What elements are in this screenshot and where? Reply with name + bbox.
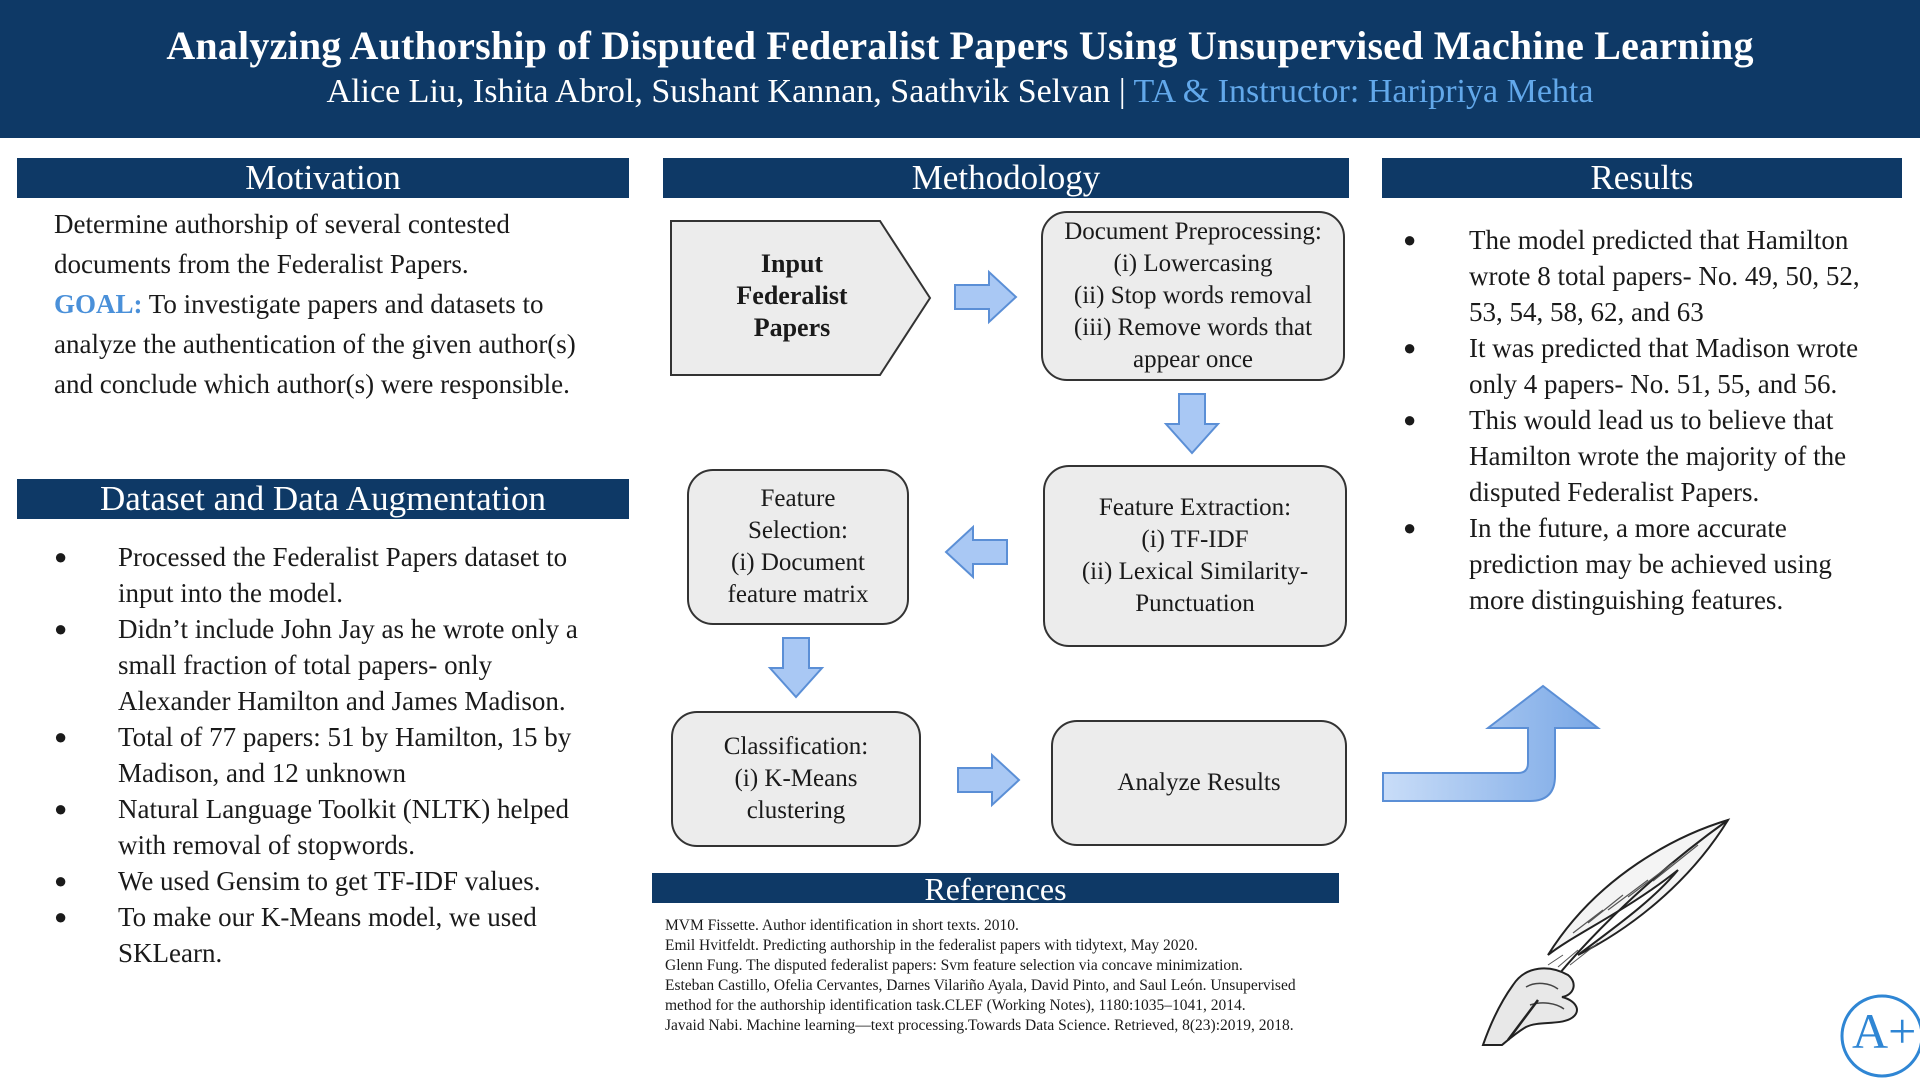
- motivation-text: Determine authorship of several conteste…: [54, 204, 614, 404]
- analyze-node: Analyze Results: [1051, 720, 1347, 846]
- title-banner: Analyzing Authorship of Disputed Federal…: [0, 0, 1920, 138]
- selection-node: Feature Selection: (i) Document feature …: [687, 469, 909, 625]
- list-item: Didn’t include John Jay as he wrote only…: [54, 611, 594, 719]
- author-separator: |: [1110, 73, 1134, 110]
- reference-item: MVM Fissette. Author identification in s…: [665, 917, 1019, 934]
- poster-title: Analyzing Authorship of Disputed Federal…: [166, 23, 1754, 68]
- results-heading: Results: [1382, 158, 1902, 198]
- author-names: Alice Liu, Ishita Abrol, Sushant Kannan,…: [326, 73, 1111, 110]
- methodology-heading: Methodology: [663, 158, 1349, 198]
- motivation-heading: Motivation: [17, 158, 629, 198]
- references-heading: References: [652, 873, 1339, 905]
- reference-item: Glenn Fung. The disputed federalist pape…: [665, 957, 1243, 974]
- node-line: Feature: [760, 485, 836, 512]
- list-item: Natural Language Toolkit (NLTK) helped w…: [54, 791, 594, 863]
- results-bullet-list: The model predicted that Hamilton wrote …: [1403, 222, 1893, 618]
- node-line: (ii) Stop words removal: [1073, 282, 1313, 309]
- dataset-heading: Dataset and Data Augmentation: [17, 479, 629, 519]
- node-line: Punctuation: [1135, 590, 1255, 617]
- list-item: It was predicted that Madison wrote only…: [1403, 330, 1893, 402]
- list-item: To make our K-Means model, we used SKLea…: [54, 899, 594, 971]
- instructor-name: TA & Instructor: Haripriya Mehta: [1133, 73, 1594, 110]
- node-line: feature matrix: [727, 581, 869, 608]
- classification-node: Classification: (i) K-Means clustering: [671, 711, 921, 847]
- input-node: Input Federalist Papers: [672, 248, 912, 344]
- logo-text: A+: [1852, 1003, 1917, 1059]
- references-list: MVM Fissette. Author identification in s…: [665, 916, 1345, 1036]
- bent-arrow-icon: [1382, 684, 1601, 802]
- author-line: Alice Liu, Ishita Abrol, Sushant Kannan,…: [0, 73, 1920, 111]
- reference-item: Javaid Nabi. Machine learning—text proce…: [665, 1017, 1294, 1034]
- input-node-line: Papers: [753, 313, 831, 342]
- input-node-shape: [670, 220, 932, 376]
- list-item: Processed the Federalist Papers dataset …: [54, 539, 594, 611]
- list-item: In the future, a more accurate predictio…: [1403, 510, 1893, 618]
- node-line: clustering: [746, 797, 846, 824]
- down-arrow-icon: [767, 637, 825, 699]
- input-node-line: Input: [760, 249, 824, 278]
- list-item: We used Gensim to get TF-IDF values.: [54, 863, 594, 899]
- preprocessing-node: Document Preprocessing: (i) Lowercasing …: [1041, 211, 1345, 381]
- node-line: (iii) Remove words that: [1073, 314, 1313, 341]
- node-line: Selection:: [748, 517, 848, 544]
- dataset-bullet-list: Processed the Federalist Papers dataset …: [54, 539, 594, 971]
- right-arrow-icon: [954, 269, 1018, 325]
- list-item: The model predicted that Hamilton wrote …: [1403, 222, 1893, 330]
- right-arrow-icon: [957, 752, 1021, 808]
- reference-item: Esteban Castillo, Ofelia Cervantes, Darn…: [665, 977, 1296, 1014]
- node-line: (i) Document: [731, 549, 865, 576]
- reference-item: Emil Hvitfeldt. Predicting authorship in…: [665, 937, 1198, 954]
- list-item: Total of 77 papers: 51 by Hamilton, 15 b…: [54, 719, 594, 791]
- goal-label: GOAL:: [54, 289, 143, 319]
- node-line: Feature Extraction:: [1098, 494, 1292, 521]
- node-line: appear once: [1132, 346, 1254, 373]
- extraction-node: Feature Extraction: (i) TF-IDF (ii) Lexi…: [1043, 465, 1347, 647]
- node-line: (i) TF-IDF: [1141, 526, 1249, 553]
- goal-text: To investigate papers and datasets to an…: [54, 289, 576, 399]
- motivation-intro: Determine authorship of several conteste…: [54, 209, 510, 279]
- down-arrow-icon: [1163, 393, 1221, 455]
- node-line: Analyze Results: [1117, 769, 1281, 796]
- list-item: This would lead us to believe that Hamil…: [1403, 402, 1893, 510]
- node-line: Document Preprocessing:: [1064, 218, 1322, 245]
- node-line: (i) K-Means: [734, 765, 858, 792]
- node-line: (ii) Lexical Similarity-: [1081, 558, 1309, 585]
- left-arrow-icon: [944, 524, 1008, 580]
- logo-icon: [1840, 994, 1920, 1078]
- node-line: (i) Lowercasing: [1113, 250, 1273, 277]
- node-line: Classification:: [723, 733, 869, 760]
- quill-pen-icon: [1481, 818, 1731, 1046]
- input-node-line: Federalist: [736, 281, 848, 310]
